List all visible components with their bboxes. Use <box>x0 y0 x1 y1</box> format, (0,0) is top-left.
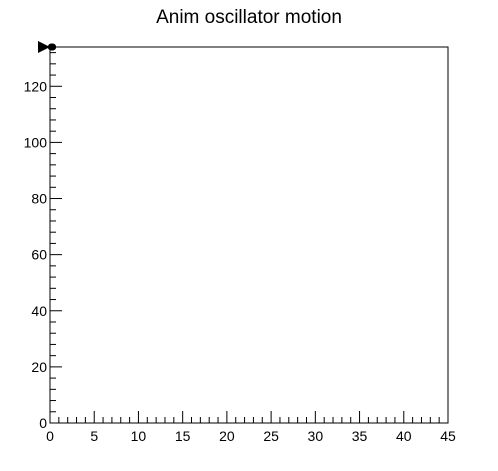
x-tick-label: 15 <box>175 428 191 444</box>
y-tick-label: 60 <box>31 247 47 263</box>
x-tick-label: 0 <box>46 428 54 444</box>
x-tick-label: 35 <box>352 428 368 444</box>
plot-frame <box>49 46 449 424</box>
y-tick-label: 120 <box>24 78 48 94</box>
data-point <box>49 43 57 51</box>
data-point-triangle <box>38 41 50 53</box>
x-tick-label: 5 <box>90 428 98 444</box>
y-tick-label: 0 <box>39 415 47 431</box>
y-tick-label: 100 <box>24 134 48 150</box>
x-axis: 0 5 10 15 20 25 30 35 40 45 <box>46 411 456 444</box>
x-tick-label: 30 <box>308 428 324 444</box>
x-tick-label: 10 <box>131 428 147 444</box>
data-markers <box>38 41 57 53</box>
x-tick-label: 45 <box>440 428 456 444</box>
y-tick-label: 80 <box>31 191 47 207</box>
x-tick-label: 20 <box>219 428 235 444</box>
x-tick-label: 25 <box>263 428 279 444</box>
y-tick-label: 40 <box>31 303 47 319</box>
y-tick-label: 20 <box>31 359 47 375</box>
chart-title: Anim oscillator motion <box>156 7 342 28</box>
x-tick-label: 40 <box>396 428 412 444</box>
y-axis: 0 20 40 60 80 100 120 <box>24 52 62 431</box>
